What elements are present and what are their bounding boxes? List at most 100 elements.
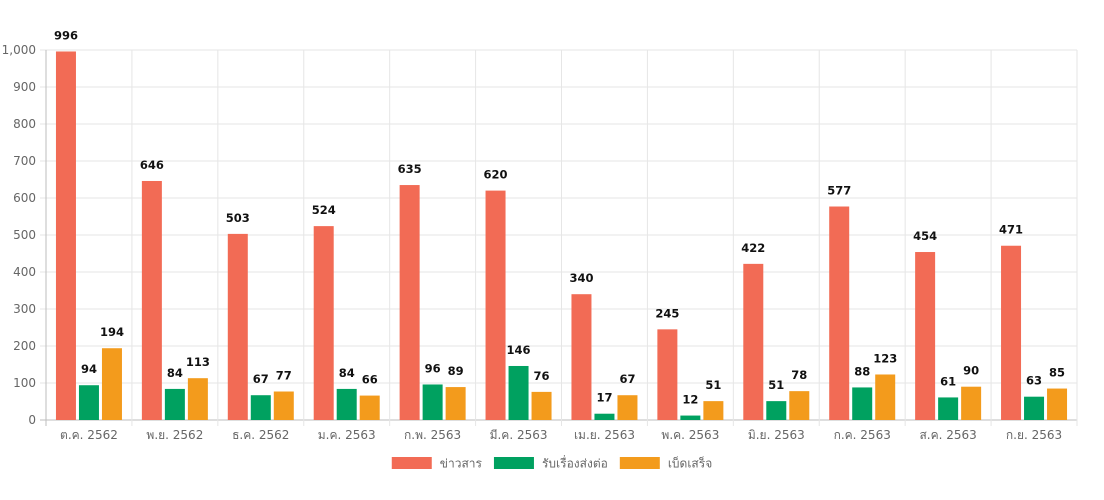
bar[interactable] — [227, 233, 248, 420]
bar[interactable] — [1001, 245, 1022, 420]
bar[interactable] — [1047, 388, 1068, 420]
legend-item[interactable]: รับเรื่องส่งต่อ — [493, 455, 608, 471]
data-label: 63 — [1026, 374, 1042, 388]
legend-swatch — [391, 457, 432, 469]
x-tick-label: ก.พ. 2563 — [404, 428, 461, 442]
y-tick-label: 1,000 — [2, 43, 36, 57]
data-label: 96 — [425, 361, 441, 375]
bar[interactable] — [422, 384, 443, 420]
data-label: 84 — [167, 366, 183, 380]
bar[interactable] — [187, 378, 208, 420]
data-label: 422 — [741, 241, 765, 255]
bar[interactable] — [852, 387, 873, 420]
bar[interactable] — [508, 365, 529, 420]
bar[interactable] — [875, 374, 896, 420]
bar[interactable] — [1024, 396, 1045, 420]
x-tick-label: มิ.ย. 2563 — [748, 428, 805, 442]
data-label: 635 — [398, 162, 422, 176]
y-tick-label: 600 — [13, 191, 36, 205]
bar[interactable] — [743, 263, 764, 420]
bar[interactable] — [141, 180, 162, 420]
data-label: 94 — [81, 362, 97, 376]
bar[interactable] — [617, 395, 638, 420]
data-label: 61 — [940, 374, 956, 388]
x-tick-label: พ.ค. 2563 — [661, 428, 719, 442]
bar[interactable] — [703, 401, 724, 420]
y-tick-label: 900 — [13, 80, 36, 94]
y-axis-ticks: 0 100 200 300 400 500 600 700 800 900 1,000 — [2, 43, 36, 427]
data-label: 113 — [186, 355, 210, 369]
bar[interactable] — [445, 387, 466, 420]
data-label: 51 — [768, 378, 784, 392]
data-label: 245 — [655, 306, 679, 320]
legend[interactable]: ข่าวสาร รับเรื่องส่งต่อ เบ็ดเสร็จ — [391, 455, 712, 471]
data-label: 577 — [827, 184, 851, 198]
data-label: 76 — [534, 369, 550, 383]
data-label: 66 — [362, 373, 378, 387]
x-tick-label: ธ.ค. 2562 — [232, 428, 289, 442]
data-label: 194 — [100, 325, 124, 339]
bar[interactable] — [313, 226, 334, 420]
x-axis-ticks: ต.ค. 2562 พ.ย. 2562 ธ.ค. 2562 ม.ค. 2563 ก.พ.… — [60, 428, 1062, 442]
bar[interactable] — [829, 206, 850, 420]
data-label: 524 — [312, 203, 336, 217]
bar[interactable] — [680, 415, 701, 420]
data-label: 77 — [276, 369, 292, 383]
legend-swatch — [493, 457, 534, 469]
legend-item[interactable]: เบ็ดเสร็จ — [619, 456, 712, 471]
y-tick-label: 0 — [28, 413, 36, 427]
bar[interactable] — [531, 391, 552, 420]
y-tick-label: 500 — [13, 228, 36, 242]
data-label: 146 — [507, 343, 531, 357]
data-label: 12 — [682, 393, 698, 407]
y-tick-label: 100 — [13, 376, 36, 390]
bar[interactable] — [961, 386, 982, 420]
bar[interactable] — [55, 51, 76, 420]
data-label: 646 — [140, 158, 164, 172]
x-tick-label: ก.ค. 2563 — [834, 428, 891, 442]
y-tick-label: 800 — [13, 117, 36, 131]
bar[interactable] — [336, 388, 357, 420]
data-label: 85 — [1049, 366, 1065, 380]
bar[interactable] — [657, 329, 678, 420]
x-tick-label: ส.ค. 2563 — [919, 428, 976, 442]
bar[interactable] — [766, 401, 787, 420]
bar[interactable] — [915, 252, 936, 420]
legend-item[interactable]: ข่าวสาร — [391, 457, 483, 471]
y-tick-label: 400 — [13, 265, 36, 279]
data-label: 90 — [963, 364, 979, 378]
data-label: 620 — [484, 168, 508, 182]
legend-swatch — [619, 457, 660, 469]
bar[interactable] — [164, 388, 185, 420]
legend-label: รับเรื่องส่งต่อ — [542, 455, 608, 471]
x-tick-label: พ.ย. 2562 — [146, 428, 203, 442]
bar[interactable] — [594, 413, 615, 420]
bar[interactable] — [938, 397, 959, 420]
data-label: 67 — [253, 372, 269, 386]
bar[interactable] — [359, 395, 380, 420]
legend-label: เบ็ดเสร็จ — [668, 456, 712, 471]
bar[interactable] — [399, 185, 420, 420]
bar[interactable] — [571, 294, 592, 420]
bar[interactable] — [101, 348, 122, 420]
bar[interactable] — [485, 190, 506, 420]
data-label: 454 — [913, 229, 937, 243]
x-tick-label: ก.ย. 2563 — [1006, 428, 1062, 442]
bar[interactable] — [250, 395, 271, 420]
data-label: 67 — [619, 372, 635, 386]
data-label: 123 — [873, 351, 897, 365]
data-label: 84 — [339, 366, 355, 380]
y-tick-label: 700 — [13, 154, 36, 168]
data-label: 471 — [999, 223, 1023, 237]
bar[interactable] — [78, 385, 99, 420]
data-label: 17 — [596, 391, 612, 405]
bar[interactable] — [789, 391, 810, 420]
x-tick-label: เม.ย. 2563 — [574, 428, 635, 442]
bar[interactable] — [273, 391, 294, 420]
legend-label: ข่าวสาร — [440, 457, 483, 471]
data-label: 88 — [854, 364, 870, 378]
x-tick-label: มี.ค. 2563 — [490, 428, 548, 442]
data-label: 89 — [448, 364, 464, 378]
y-tick-label: 200 — [13, 339, 36, 353]
